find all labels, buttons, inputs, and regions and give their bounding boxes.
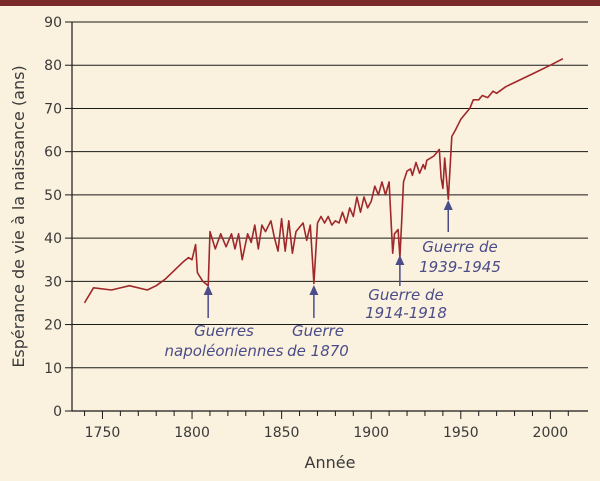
ww2-label-line-2: 1939-1945	[419, 258, 501, 276]
y-tick-labels: 0 10 20 30 40 50 60 70 80 90	[44, 15, 62, 420]
y-tick-label-10: 10	[44, 361, 62, 377]
y-tick-label-70: 70	[44, 101, 62, 117]
annotations: Guerres napoléoniennes Guerre de 1870 Guerre…	[165, 200, 501, 360]
top-accent-bar	[0, 0, 600, 6]
war1870-label-line-2: de 1870	[287, 342, 349, 360]
napoleon-label-line-1: Guerres	[194, 322, 254, 340]
x-tick-label-1950: 1950	[443, 425, 479, 441]
y-tick-label-40: 40	[44, 231, 62, 247]
war1870-label-line-1: Guerre	[292, 322, 344, 340]
y-tick-label-0: 0	[53, 404, 62, 420]
x-tick-label-1800: 1800	[174, 425, 210, 441]
y-tick-label-20: 20	[44, 318, 62, 334]
war1870-arrow-head	[309, 285, 319, 295]
napoleon-arrow-head	[203, 285, 213, 295]
plot-area	[72, 22, 588, 411]
y-tick-label-30: 30	[44, 274, 62, 290]
ww1-label-line-1: Guerre de	[368, 286, 443, 304]
x-tick-label-1750: 1750	[85, 425, 121, 441]
x-tick-label-2000: 2000	[533, 425, 569, 441]
ww1-arrow-head	[395, 255, 405, 265]
y-tick-label-60: 60	[44, 145, 62, 161]
napoleon-label-line-2: napoléoniennes	[165, 342, 284, 360]
x-tick-label-1850: 1850	[264, 425, 300, 441]
series-line	[83, 57, 564, 304]
ww1-label-line-2: 1914-1918	[365, 304, 447, 322]
y-tick-label-50: 50	[44, 188, 62, 204]
y-axis-title: Espérance de vie à la naissance (ans)	[9, 65, 28, 367]
grid-lines	[65, 21, 588, 412]
ww2-label-line-1: Guerre de	[422, 238, 497, 256]
y-tick-label-80: 80	[44, 58, 62, 74]
ww2-arrow-head	[443, 200, 453, 210]
y-tick-label-90: 90	[44, 15, 62, 31]
axes	[71, 22, 588, 412]
x-tick-labels: 1750 1800 1850 1900 1950 2000	[84, 411, 569, 441]
x-axis-title: Année	[305, 453, 356, 472]
x-tick-label-1900: 1900	[353, 425, 389, 441]
